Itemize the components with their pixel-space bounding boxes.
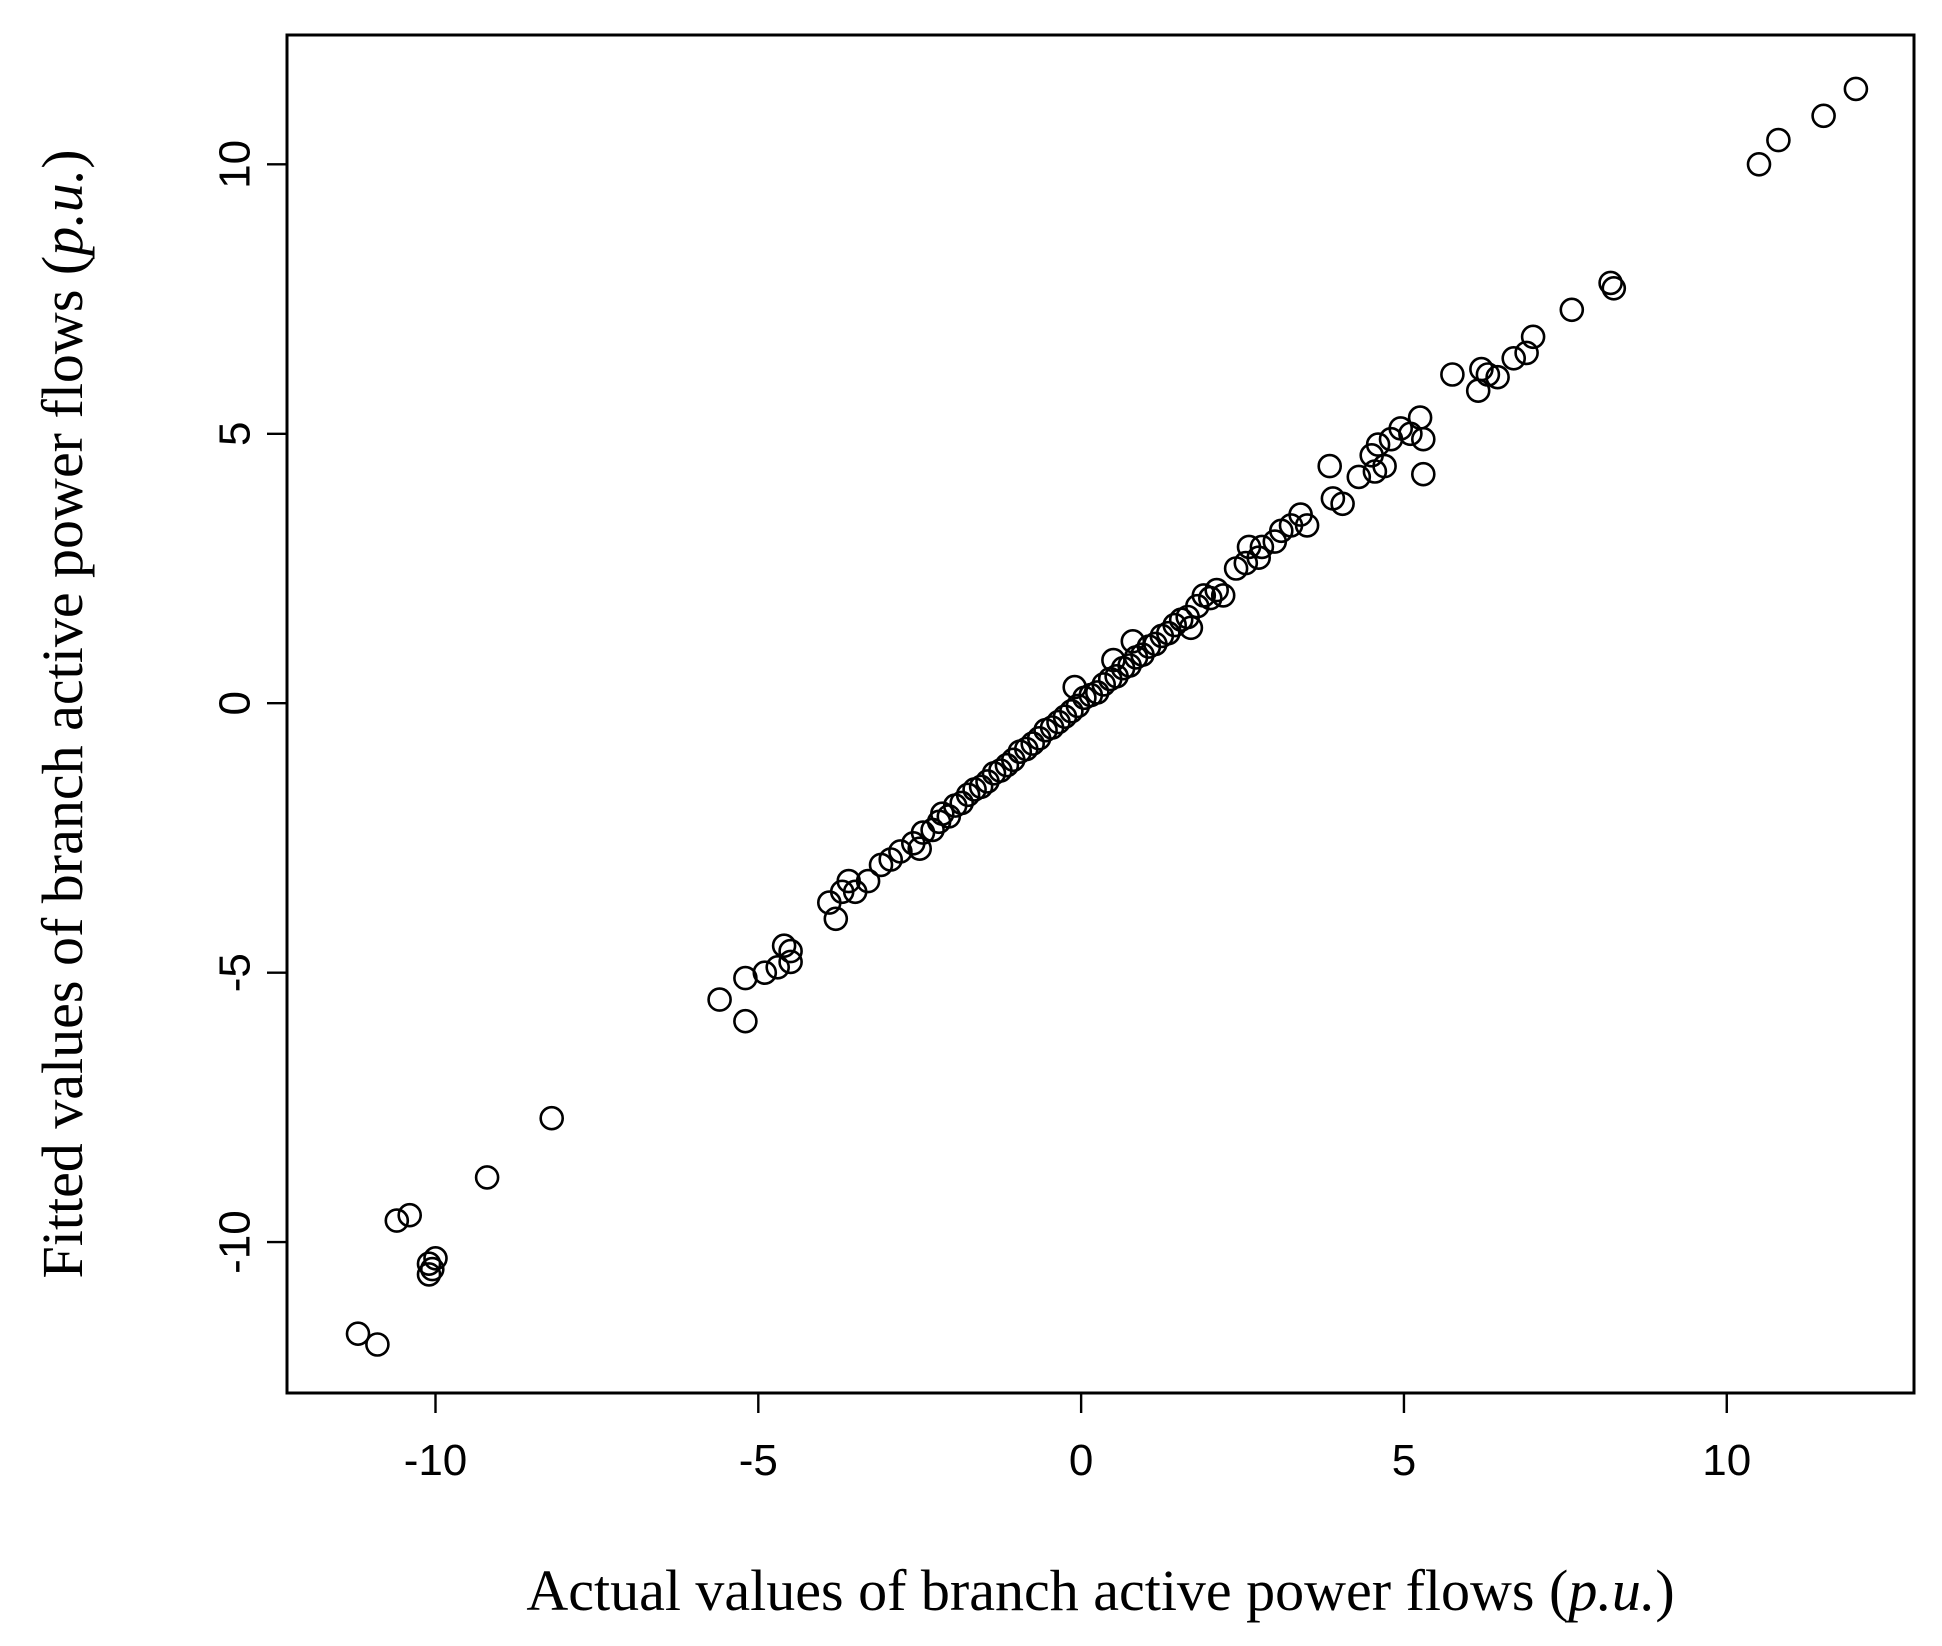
axis-ticks: -10 -5 0 5 10 -10 -5 0 5 10 [211, 140, 1752, 1485]
data-point [955, 782, 981, 808]
y-axis-title-prefix: Fitted values of branch active power flo… [30, 256, 95, 1279]
data-point [1162, 612, 1187, 638]
x-tick-label: 5 [1392, 1436, 1416, 1485]
data-point [1372, 453, 1397, 479]
data-point [707, 987, 732, 1012]
data-point [968, 774, 994, 800]
data-point [1233, 550, 1259, 576]
data-point [752, 960, 778, 986]
data-point [423, 1246, 448, 1271]
data-point [1294, 513, 1320, 538]
plot-frame [285, 33, 1916, 1395]
data-point [1465, 378, 1491, 404]
data-point [1317, 453, 1342, 479]
x-tick-label: 0 [1069, 1436, 1093, 1485]
data-point [1501, 345, 1526, 371]
data-point [1843, 76, 1869, 102]
data-point [397, 1202, 423, 1228]
data-point [345, 1321, 371, 1346]
data-point [1059, 698, 1084, 724]
data-point [771, 933, 797, 959]
data-point [733, 1008, 758, 1034]
x-tick-label: -10 [404, 1436, 468, 1485]
x-tick-label: -5 [739, 1436, 778, 1485]
data-point [365, 1332, 390, 1357]
data-point [416, 1251, 442, 1276]
data-point [949, 790, 975, 816]
y-axis-title-unit: p.u. [30, 169, 95, 260]
data-point [1746, 152, 1772, 177]
data-point [1601, 275, 1627, 301]
data-point [1598, 270, 1623, 296]
data-points [345, 76, 1869, 1357]
data-point [994, 752, 1020, 778]
data-point [1407, 405, 1433, 430]
data-point [778, 938, 803, 964]
data-point [539, 1105, 565, 1131]
data-point [1520, 324, 1546, 350]
data-point [888, 839, 913, 864]
x-axis-title: Actual values of branch active power flo… [526, 1558, 1674, 1623]
data-point [1246, 545, 1271, 571]
data-point [1411, 426, 1436, 452]
data-point [1249, 534, 1275, 560]
y-axis-title-suffix: ) [30, 149, 95, 168]
data-point [823, 906, 849, 932]
data-point [384, 1208, 410, 1233]
y-tick-label: -10 [211, 1210, 260, 1274]
y-axis-title: Fitted values of branch active power flo… [30, 149, 95, 1278]
data-point [1411, 461, 1436, 487]
data-point [765, 954, 791, 980]
data-point [1440, 362, 1465, 387]
y-tick-label: 5 [211, 422, 260, 446]
data-point [419, 1256, 445, 1282]
data-point [1766, 127, 1791, 153]
y-tick-label: 10 [211, 140, 260, 189]
x-tick-label: 10 [1702, 1436, 1751, 1485]
data-point [1178, 615, 1204, 641]
data-point [1198, 585, 1223, 611]
data-point [1559, 297, 1585, 323]
data-point [1469, 356, 1494, 382]
data-point [1346, 464, 1372, 490]
y-tick-label: -5 [211, 953, 260, 992]
data-point [1514, 340, 1539, 366]
data-point [1091, 672, 1116, 697]
data-point [1811, 103, 1836, 129]
data-point [474, 1165, 500, 1190]
data-point [1330, 491, 1355, 517]
data-point [416, 1262, 442, 1287]
data-point [1365, 432, 1391, 457]
data-point [907, 836, 933, 862]
data-point [778, 949, 803, 975]
y-tick-label: 0 [211, 691, 260, 715]
data-point [1020, 731, 1045, 756]
data-point [1210, 583, 1236, 608]
data-point [1475, 362, 1501, 387]
x-axis-title-unit: p.u. [1564, 1558, 1655, 1623]
data-point [1085, 680, 1110, 705]
x-axis-title-prefix: Actual values of branch active power flo… [526, 1558, 1568, 1623]
x-axis-title-suffix: ) [1655, 1558, 1674, 1623]
data-point [855, 868, 881, 894]
data-point [1485, 364, 1510, 390]
data-point [1204, 577, 1229, 603]
data-point [1156, 620, 1181, 646]
